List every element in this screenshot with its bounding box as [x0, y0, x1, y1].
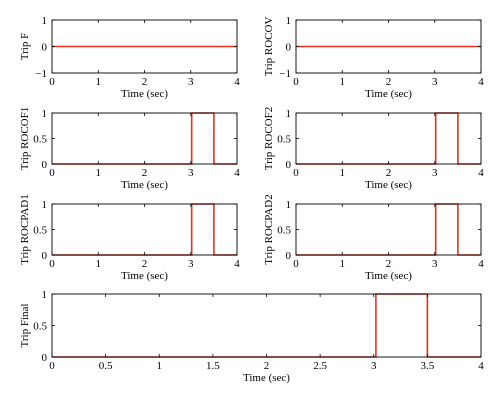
y-tick-label: 0.5	[33, 321, 47, 333]
x-tick-label: 4	[478, 167, 484, 179]
x-tick-label: 2.5	[313, 360, 327, 372]
y-axis-label: Trip ROCOV	[263, 17, 275, 77]
y-tick-label: 0	[42, 42, 48, 54]
x-tick-label: 2	[142, 167, 148, 179]
x-axis-label: Time (sec)	[121, 179, 168, 191]
x-tick-label: 2	[386, 258, 392, 270]
x-tick-label: 4	[234, 167, 240, 179]
x-tick-label: 1	[96, 167, 102, 179]
x-tick-label: 0	[49, 167, 55, 179]
x-tick-label: 0	[293, 258, 299, 270]
x-tick-label: 1	[96, 258, 102, 270]
y-tick-label: 0	[286, 42, 292, 54]
y-axis-label: Trip ROCPAD1	[19, 194, 31, 264]
y-tick-label: 0.5	[33, 134, 47, 146]
subplot-7: 0 0.5 1 1.5 2 2.5 3 3.5 4 0 0.5 1 Time (sec) Trip Fin…	[19, 289, 484, 384]
y-tick-label: −1	[35, 68, 47, 80]
x-tick-label: 2	[264, 360, 270, 372]
x-axis-label: Time (sec)	[365, 179, 412, 191]
x-tick-label: 2	[142, 258, 148, 270]
y-tick-label: 1	[42, 108, 48, 120]
x-tick-label: 3	[432, 76, 438, 88]
trip-signal-line	[52, 112, 237, 165]
x-tick-label: 4	[478, 76, 484, 88]
x-tick-label: 3.5	[421, 360, 435, 372]
x-tick-label: 4	[478, 360, 484, 372]
x-tick-label: 0	[49, 258, 55, 270]
x-tick-label: 3	[188, 167, 194, 179]
y-axis-label: Trip Final	[19, 304, 31, 348]
x-tick-label: 0	[49, 76, 55, 88]
y-tick-label: 1	[42, 289, 48, 301]
axes-frame	[295, 112, 482, 165]
x-tick-label: 0.5	[99, 360, 113, 372]
y-tick-label: 1	[42, 15, 48, 27]
x-tick-label: 4	[478, 258, 484, 270]
x-tick-label: 3	[371, 360, 377, 372]
x-tick-label: 2	[386, 76, 392, 88]
subplot-4: 0 1 2 3 4 0 0.5 1 Time (sec) Trip ROCOF2	[263, 107, 484, 191]
y-tick-label: 0	[42, 159, 48, 171]
y-tick-label: 0	[286, 159, 292, 171]
x-tick-label: 1.5	[206, 360, 220, 372]
subplot-5: 0 1 2 3 4 0 0.5 1 Time (sec) Trip ROCPAD1	[19, 194, 240, 282]
x-axis-label: Time (sec)	[121, 88, 168, 100]
x-tick-label: 4	[234, 258, 240, 270]
x-tick-label: 1	[96, 76, 102, 88]
subplot-3: 0 1 2 3 4 0 0.5 1 Time (sec) Trip ROCOF1	[19, 107, 240, 191]
x-tick-label: 0	[293, 167, 299, 179]
y-tick-label: −1	[279, 68, 291, 80]
y-tick-label: 0	[42, 352, 48, 364]
axes-frame	[51, 112, 238, 165]
y-tick-label: 0.5	[33, 225, 47, 237]
y-tick-label: 0.5	[277, 134, 291, 146]
x-tick-label: 3	[188, 76, 194, 88]
axes-frame	[51, 203, 238, 256]
x-tick-label: 0	[49, 360, 55, 372]
x-axis-label: Time (sec)	[365, 270, 412, 282]
trip-signal-line	[296, 203, 481, 256]
trip-signal-line	[296, 112, 481, 165]
y-axis-label: Trip ROCOF2	[263, 107, 275, 170]
y-axis-label: Trip ROCPAD2	[263, 194, 275, 264]
y-tick-label: 1	[286, 199, 292, 211]
x-tick-label: 3	[432, 167, 438, 179]
trip-signal-line	[52, 203, 237, 256]
x-tick-label: 1	[157, 360, 163, 372]
subplot-6: 0 1 2 3 4 0 0.5 1 Time (sec) Trip ROCPAD2	[263, 194, 484, 282]
x-tick-label: 1	[340, 76, 346, 88]
axes-frame	[295, 203, 482, 256]
y-tick-label: 0	[42, 250, 48, 262]
x-tick-label: 2	[142, 76, 148, 88]
x-axis-label: Time (sec)	[243, 372, 290, 384]
x-tick-label: 4	[234, 76, 240, 88]
y-tick-label: 1	[42, 199, 48, 211]
x-tick-label: 3	[188, 258, 194, 270]
x-tick-label: 1	[340, 258, 346, 270]
y-tick-label: 0	[286, 250, 292, 262]
y-tick-label: 1	[286, 15, 292, 27]
y-tick-label: 1	[286, 108, 292, 120]
axes-frame	[51, 293, 482, 358]
x-axis-label: Time (sec)	[121, 270, 168, 282]
x-tick-label: 3	[432, 258, 438, 270]
x-tick-label: 2	[386, 167, 392, 179]
y-axis-label: Trip F	[19, 33, 31, 60]
y-tick-label: 0.5	[277, 225, 291, 237]
trip-signal-line	[52, 293, 481, 358]
x-axis-label: Time (sec)	[365, 88, 412, 100]
x-tick-label: 0	[293, 76, 299, 88]
x-tick-label: 1	[340, 167, 346, 179]
y-axis-label: Trip ROCOF1	[19, 107, 31, 170]
